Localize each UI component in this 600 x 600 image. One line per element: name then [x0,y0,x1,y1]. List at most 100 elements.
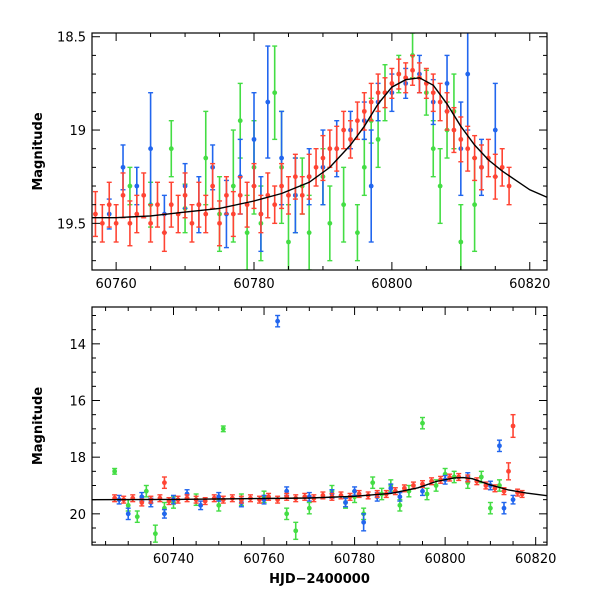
data-point [368,129,374,243]
data-point [125,507,131,521]
data-point [444,92,450,131]
data-point [410,54,416,86]
model-curve [92,476,547,501]
data-point [134,510,140,524]
data-point [284,492,290,501]
data-point [166,496,172,506]
data-point [389,67,395,100]
data-point [501,501,507,515]
series-0 [127,33,478,270]
data-point [419,416,425,430]
data-point [182,172,188,219]
data-point [284,507,290,521]
data-point [306,153,312,200]
data-point [168,181,174,228]
data-point [161,476,167,490]
data-point [230,190,236,238]
model-curve [92,77,547,219]
data-point [392,487,398,496]
data-point [334,125,340,172]
series-1 [106,33,498,253]
x-tick-label: 60800 [424,552,465,567]
data-point [313,148,319,187]
data-point [184,494,190,503]
data-point [506,166,512,206]
data-point [458,116,464,163]
data-point [492,153,498,200]
data-point [127,166,133,206]
plot-area [92,314,547,543]
data-point [510,413,516,439]
data-point [499,148,505,187]
data-point [348,120,354,159]
x-tick-label: 60820 [515,552,556,567]
x-tick-label: 60820 [509,277,550,292]
data-point [285,175,291,215]
data-point [203,194,209,234]
data-point [506,462,512,481]
data-point [220,425,226,433]
y-axis-label: Magnitude [31,112,46,191]
data-point [472,134,478,182]
data-point [265,45,271,159]
data-point [196,181,202,228]
plot-area [92,33,547,270]
data-point [515,488,521,497]
bottom-panel-light-curve: 60740 60760 60780 60800 60820 14 16 18 20 Magnitu… [31,306,556,587]
data-point [152,524,158,543]
data-point [361,507,367,521]
y-tick-label: 18.5 [57,31,86,46]
data-point [265,172,271,219]
data-point [120,172,126,219]
data-point [216,491,222,502]
data-point [338,491,344,500]
data-point [168,120,174,178]
data-point [496,439,502,453]
x-tick-label: 60760 [95,277,136,292]
data-point [154,181,160,228]
data-point [397,498,403,512]
data-point [112,467,118,475]
data-point [127,200,133,247]
data-point [292,153,298,200]
data-point [237,175,243,215]
data-point [275,314,281,328]
data-point [327,129,333,169]
data-point [510,494,516,505]
y-tick-label: 14 [69,338,86,353]
data-point [361,92,367,131]
data-point [419,486,425,497]
data-point [430,120,436,178]
data-point [403,62,409,94]
x-tick-label: 60780 [334,552,375,567]
data-point [92,190,98,238]
data-point [148,92,154,206]
data-point [361,513,367,532]
data-point [161,508,167,519]
data-point [130,494,136,503]
data-point [370,476,376,490]
data-point [430,73,436,113]
data-point [244,181,250,228]
data-point [465,125,471,172]
data-point [354,203,360,262]
data-point [266,492,272,501]
data-point [465,33,471,131]
data-point [397,491,403,502]
data-point [223,175,229,215]
data-point [341,166,347,243]
data-point [306,501,312,515]
data-point [496,479,502,492]
data-point [352,486,358,497]
series-2 [112,413,525,507]
series-2 [92,54,512,253]
data-point [272,185,278,225]
y-tick-label: 18 [69,451,86,466]
data-point [406,484,412,498]
data-point [354,101,360,141]
data-point [258,194,264,234]
y-axis-label: Magnitude [31,387,46,466]
x-tick-label: 60800 [371,277,412,292]
data-point [175,194,181,234]
data-point [257,495,263,504]
